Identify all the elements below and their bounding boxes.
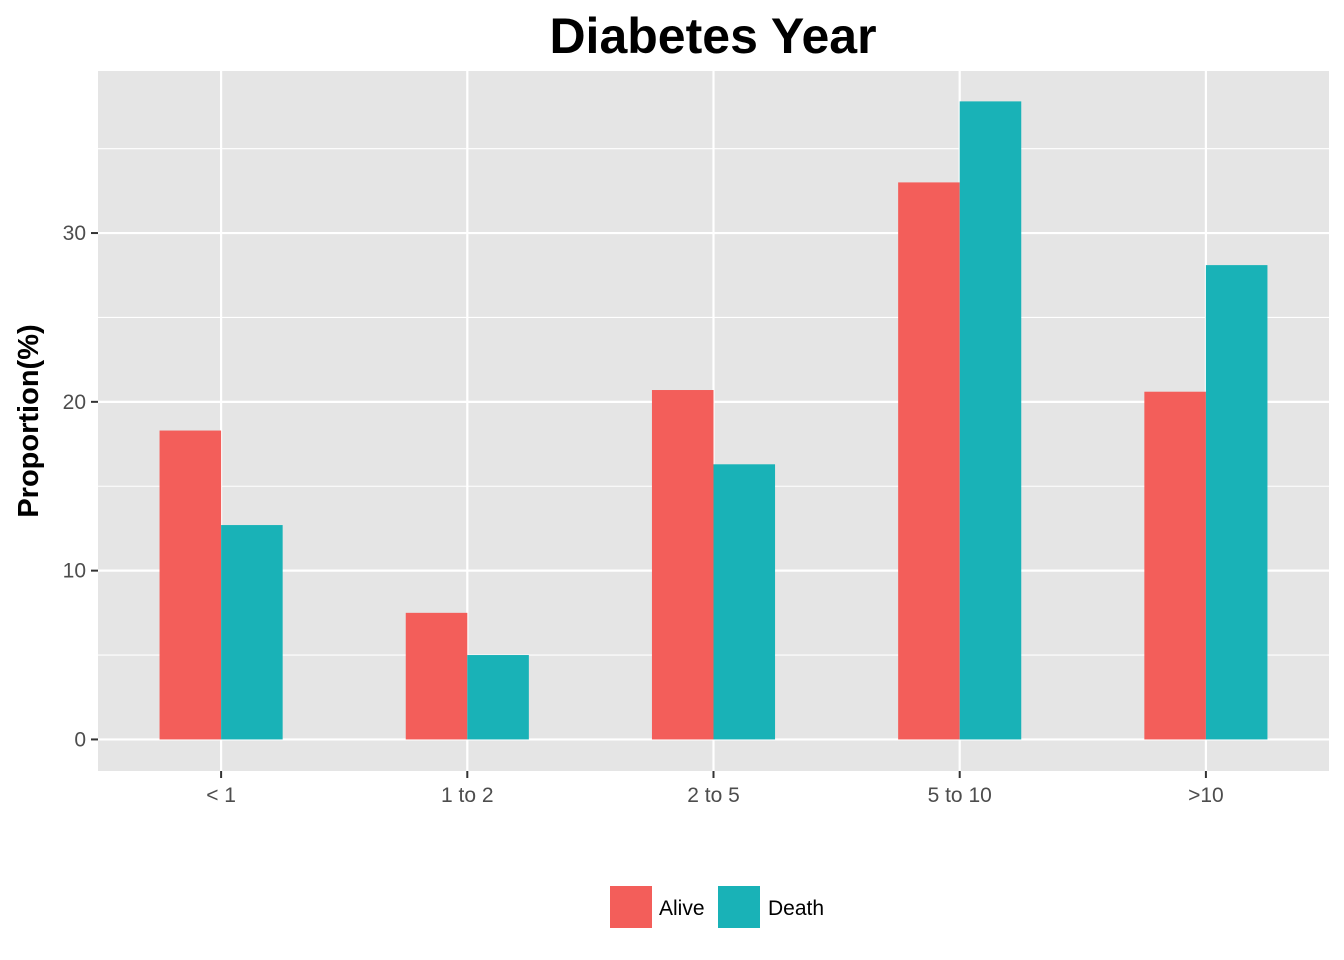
legend-label-alive: Alive [659, 897, 705, 920]
y-tick-label: 0 [74, 728, 86, 751]
y-axis-title: Proportion(%) [13, 324, 45, 517]
y-tick-label: 10 [63, 560, 86, 583]
bar-death-0 [221, 525, 283, 740]
y-axis: 0 10 20 30 [63, 222, 98, 751]
bar-death-1 [467, 655, 529, 740]
y-tick-label: 20 [63, 391, 86, 414]
bar-alive-2 [651, 390, 714, 740]
legend-key-alive [610, 886, 652, 928]
bar-death-3 [959, 101, 1022, 740]
bars [159, 101, 1268, 740]
bar-alive-0 [159, 430, 222, 740]
x-tick-label: 2 to 5 [687, 784, 740, 807]
legend-label-death: Death [768, 897, 824, 920]
chart-title: Diabetes Year [549, 8, 876, 64]
bar-alive-1 [405, 612, 468, 740]
x-axis: < 1 1 to 2 2 to 5 5 to 10 >10 [206, 771, 1224, 807]
x-tick-label: 1 to 2 [441, 784, 494, 807]
bar-death-4 [1205, 265, 1268, 740]
bar-alive-3 [898, 182, 960, 740]
x-tick-label: >10 [1188, 784, 1224, 807]
x-tick-label: < 1 [206, 784, 236, 807]
y-tick-label: 30 [63, 222, 86, 245]
bar-alive-4 [1144, 391, 1206, 740]
legend-key-death [718, 886, 760, 928]
bar-death-2 [713, 464, 776, 740]
legend: Alive Death [610, 886, 824, 928]
x-tick-label: 5 to 10 [928, 784, 992, 807]
